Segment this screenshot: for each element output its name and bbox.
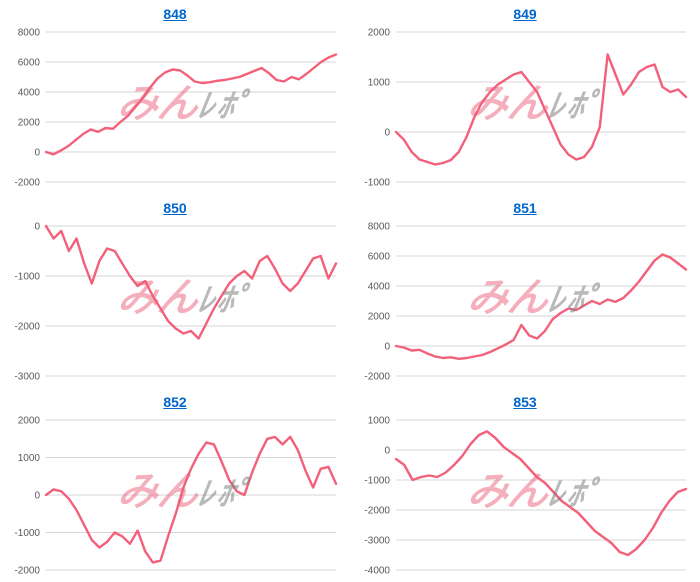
chart-title: 852 (0, 388, 350, 412)
chart-title: 849 (350, 0, 700, 24)
line-chart-852: 2000 1000 0 -1000 -2000 (14, 416, 338, 577)
y-tick-label: -1000 (14, 528, 40, 539)
chart-title: 853 (350, 388, 700, 412)
y-tick-label: 0 (384, 342, 390, 353)
y-tick-label: -2000 (14, 566, 40, 577)
chart-cell-850: 850 0 -1000 -2000 -3000 みんﾚﾎﾟ (0, 194, 350, 388)
y-tick-label: 0 (34, 491, 40, 502)
line-chart-853: 1000 0 -1000 -2000 -3000 -4000 (364, 416, 688, 577)
y-tick-label: 6000 (18, 58, 41, 69)
y-tick-label: -2000 (364, 506, 390, 517)
y-tick-label: -1000 (14, 272, 40, 283)
chart-cell-849: 849 2000 1000 0 -1000 みんﾚﾎﾟ (350, 0, 700, 194)
chart-cell-851: 851 8000 6000 4000 2000 0 -2000 みんﾚﾎﾟ (350, 194, 700, 388)
y-tick-label: 4000 (368, 282, 391, 293)
line-chart-851: 8000 6000 4000 2000 0 -2000 (364, 222, 688, 383)
y-tick-label: -2000 (14, 178, 40, 189)
series-line (394, 430, 688, 557)
chart-title-link-849[interactable]: 849 (513, 6, 537, 22)
y-tick-label: 1000 (18, 453, 41, 464)
y-tick-label: -1000 (364, 476, 390, 487)
chart-title-link-852[interactable]: 852 (163, 394, 187, 410)
y-tick-label: 4000 (18, 88, 41, 99)
series-line (44, 53, 338, 156)
y-tick-label: -2000 (364, 372, 390, 383)
series-line (394, 53, 688, 166)
series-line (44, 435, 338, 564)
y-tick-label: 0 (384, 446, 390, 457)
chart-title: 850 (0, 194, 350, 218)
line-chart-848: 8000 6000 4000 2000 0 -2000 (14, 28, 338, 189)
y-tick-label: -2000 (14, 322, 40, 333)
chart-cell-853: 853 1000 0 -1000 -2000 -3000 -4000 みんﾚﾎﾟ (350, 388, 700, 582)
y-tick-label: 2000 (368, 28, 391, 39)
y-tick-label: 1000 (368, 416, 391, 427)
y-tick-label: -3000 (14, 372, 40, 383)
y-tick-label: 0 (34, 222, 40, 233)
chart-title-link-850[interactable]: 850 (163, 200, 187, 216)
y-tick-label: 8000 (18, 28, 41, 39)
y-tick-label: 1000 (368, 78, 391, 89)
chart-cell-852: 852 2000 1000 0 -1000 -2000 みんﾚﾎﾟ (0, 388, 350, 582)
y-tick-label: -1000 (364, 178, 390, 189)
chart-title: 848 (0, 0, 350, 24)
y-tick-label: 2000 (368, 312, 391, 323)
y-tick-label: 0 (384, 128, 390, 139)
chart-title-link-853[interactable]: 853 (513, 394, 537, 410)
y-tick-label: 0 (34, 148, 40, 159)
chart-title-link-848[interactable]: 848 (163, 6, 187, 22)
chart-title-link-851[interactable]: 851 (513, 200, 537, 216)
y-tick-label: 6000 (368, 252, 391, 263)
y-tick-label: 2000 (18, 118, 41, 129)
y-tick-label: -3000 (364, 536, 390, 547)
line-chart-849: 2000 1000 0 -1000 (364, 28, 688, 189)
chart-title: 851 (350, 194, 700, 218)
line-chart-850: 0 -1000 -2000 -3000 (14, 222, 338, 383)
y-tick-label: 8000 (368, 222, 391, 233)
series-line (394, 253, 688, 361)
y-tick-label: 2000 (18, 416, 41, 427)
series-line (44, 224, 338, 340)
chart-cell-848: 848 8000 6000 4000 2000 0 -2000 みんﾚﾎﾟ (0, 0, 350, 194)
y-tick-label: -4000 (364, 566, 390, 577)
